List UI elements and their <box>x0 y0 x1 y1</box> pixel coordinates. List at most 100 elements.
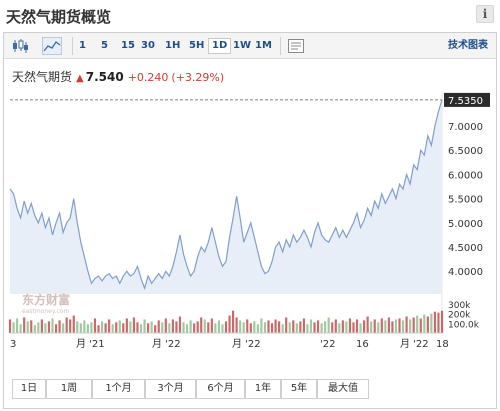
volume-bar <box>93 318 97 333</box>
volume-bar <box>398 318 401 333</box>
volume-bar <box>214 323 217 333</box>
y-tick-label: 5.0000 <box>448 219 483 230</box>
volume-bar <box>154 325 157 333</box>
range-button-2[interactable]: 1个月 <box>92 379 145 399</box>
volume-bar <box>122 323 125 333</box>
chart-settings-icon[interactable] <box>286 37 306 55</box>
volume-bar <box>47 321 51 333</box>
volume-bar <box>136 322 139 333</box>
info-icon[interactable]: i <box>476 5 494 23</box>
volume-bar <box>363 320 366 333</box>
volume-bar <box>26 321 29 333</box>
volume-bar <box>44 323 47 333</box>
range-button-7[interactable]: 最大值 <box>317 379 369 399</box>
interval-button-15[interactable]: 15 <box>121 40 135 51</box>
price-area <box>10 99 442 294</box>
price-chart[interactable]: 7.5350 7.0000 6.5000 6.0000 5.5000 5.0000 4.50… <box>4 89 496 351</box>
chart-toolbar: 1 5 15 30 1H 5H 1D 1W 1M 技术图表 <box>4 33 496 59</box>
volume-bar <box>316 320 320 333</box>
volume-bar <box>12 322 15 333</box>
y-tick-label: 4.5000 <box>448 243 483 254</box>
volume-bar <box>147 323 150 333</box>
volume-bar <box>430 313 433 333</box>
volume-bar <box>405 316 408 333</box>
volume-bar <box>185 324 189 333</box>
price-line <box>9 99 443 291</box>
range-button-6[interactable]: 5年 <box>281 379 317 399</box>
volume-bar <box>150 321 153 333</box>
x-tick-label: 月 '22 <box>400 338 429 350</box>
volume-bar <box>426 316 429 333</box>
page-title: 天然气期货概览 <box>6 8 112 26</box>
interval-button-1[interactable]: 1 <box>79 40 86 51</box>
y-tick-label: 6.0000 <box>448 170 483 181</box>
price-tag-box <box>444 92 490 107</box>
watermark-sub: eastmoney.com <box>22 308 69 315</box>
volume-bar <box>334 319 337 333</box>
up-arrow-icon: ▲ <box>76 73 84 84</box>
volume-bar <box>115 322 118 333</box>
volume-bar <box>207 322 210 333</box>
interval-button-30[interactable]: 30 <box>141 40 155 51</box>
range-button-1[interactable]: 1周 <box>46 379 92 399</box>
volume-bar <box>274 319 277 333</box>
volume-bar <box>111 324 114 333</box>
volume-bar <box>62 323 65 333</box>
volume-bar <box>161 322 164 333</box>
candlestick-icon[interactable] <box>10 37 30 55</box>
volume-bar <box>285 317 288 333</box>
volume-bar <box>370 321 373 333</box>
volume-bar <box>433 311 437 333</box>
volume-tick-label: 200k <box>448 311 471 321</box>
area-chart-icon[interactable] <box>42 37 62 55</box>
range-button-5[interactable]: 1年 <box>245 379 281 399</box>
volume-bar <box>320 323 323 333</box>
volume-bar <box>33 325 36 333</box>
range-button-0[interactable]: 1日 <box>12 379 46 399</box>
interval-button-1d[interactable]: 1D <box>208 38 232 54</box>
volume-bar <box>437 312 440 333</box>
volume-bar <box>203 319 206 333</box>
volume-bar <box>246 319 249 333</box>
interval-button-1w[interactable]: 1W <box>233 40 251 51</box>
volume-bar <box>76 321 79 333</box>
volume-bar <box>423 314 426 333</box>
volume-bar <box>242 322 245 333</box>
volume-bar <box>394 319 398 333</box>
watermark-logo: 东方财富 eastmoney.com <box>22 292 70 315</box>
volume-bar <box>228 315 231 333</box>
volume-bar <box>412 317 415 333</box>
volume-bar <box>260 318 263 333</box>
volume-bar <box>338 323 341 333</box>
volume-bar <box>263 322 267 333</box>
volume-bar <box>416 315 419 333</box>
volume-bar <box>104 323 107 333</box>
y-tick-label: 4.0000 <box>448 267 483 278</box>
y-tick-label: 7.0000 <box>448 122 483 133</box>
volume-bar <box>72 315 75 333</box>
volume-bar <box>440 310 444 333</box>
y-tick-label: 6.5000 <box>448 146 483 157</box>
interval-button-5[interactable]: 5 <box>101 40 108 51</box>
volume-bar <box>401 320 405 333</box>
volume-tick-label: 300k <box>448 301 471 311</box>
volume-bar <box>221 324 224 333</box>
volume-bar <box>30 320 33 333</box>
volume-bar <box>278 321 281 333</box>
volume-tick-label: 100.0k <box>448 320 480 330</box>
volume-bar <box>409 319 412 333</box>
tech-chart-link[interactable]: 技术图表 <box>448 40 488 51</box>
volume-bar <box>193 323 196 333</box>
interval-button-1m[interactable]: 1M <box>255 40 272 51</box>
volume-bar <box>178 316 182 333</box>
price-tag: 7.5350 <box>448 96 483 107</box>
interval-button-5h[interactable]: 5H <box>189 40 205 51</box>
volume-bar <box>15 318 19 333</box>
range-button-4[interactable]: 6个月 <box>196 379 245 399</box>
page-header: 天然气期货概览 i <box>0 0 500 32</box>
volume-bar <box>182 322 185 333</box>
volume-bar <box>302 318 305 333</box>
volume-bar <box>40 319 43 333</box>
interval-button-1h[interactable]: 1H <box>165 40 181 51</box>
range-button-3[interactable]: 3个月 <box>145 379 196 399</box>
